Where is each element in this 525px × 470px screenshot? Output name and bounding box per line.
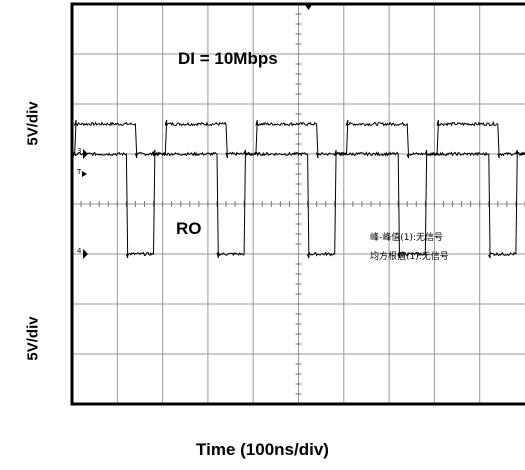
y-axis-label-bottom: 5V/div [24,316,42,361]
measurement-rms: 均方根值(1):无信号 [370,250,449,262]
channel-arrow-icon [83,149,88,159]
trace-di [71,119,525,159]
channel-marker-4: 4 [77,247,82,255]
y-axis-label-top: 5V/div [24,101,42,146]
plot-frame [70,2,525,406]
ro-label: RO [176,219,202,238]
trigger-arrow-icon [82,171,87,177]
plot-grid [71,3,525,405]
di-label: DI = 10Mbps [178,49,278,68]
channel-arrow-icon [83,249,88,259]
trigger-level-marker: T [76,168,82,176]
measurement-peak-to-peak: 峰-峰值(1):无信号 [370,231,443,243]
channel-marker-3: 3 [77,147,81,155]
plot-traces [71,119,525,259]
channel-markers: 3 4 T [76,147,88,259]
x-axis-label: Time (100ns/div) [196,440,329,459]
trace-ro [71,149,525,259]
